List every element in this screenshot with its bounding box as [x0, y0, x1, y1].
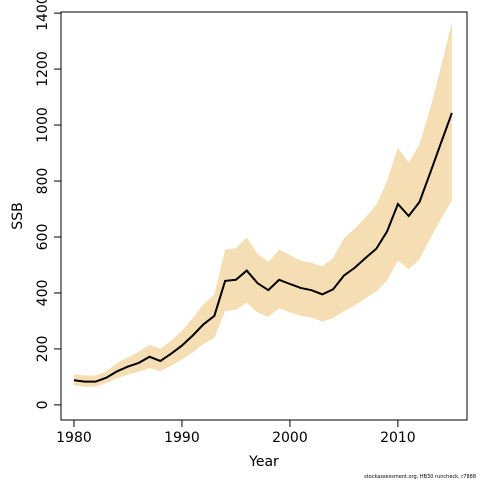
x-tick-label: 1980 [56, 430, 92, 446]
y-tick-label: 1000 [35, 107, 51, 143]
confidence-band [73, 22, 452, 387]
plot-frame [60, 11, 468, 421]
x-axis-label: Year [248, 454, 279, 470]
x-tick-label: 1990 [164, 430, 200, 446]
ssb-line [73, 112, 453, 383]
x-tick-label: 2000 [272, 430, 308, 446]
y-tick-label: 400 [35, 280, 51, 307]
y-tick-label: 200 [35, 336, 51, 363]
y-tick-label: 800 [35, 168, 51, 195]
footnote: stockassessment.org, HB30 runcheck, r788… [364, 474, 476, 480]
y-tick-label: 0 [35, 400, 51, 409]
y-tick-label: 600 [35, 224, 51, 251]
x-tick-label: 2010 [380, 430, 416, 446]
y-tick-label: 1200 [35, 51, 51, 87]
y-axis-label: SSB [10, 202, 26, 229]
y-tick-label: 1400 [35, 0, 51, 31]
